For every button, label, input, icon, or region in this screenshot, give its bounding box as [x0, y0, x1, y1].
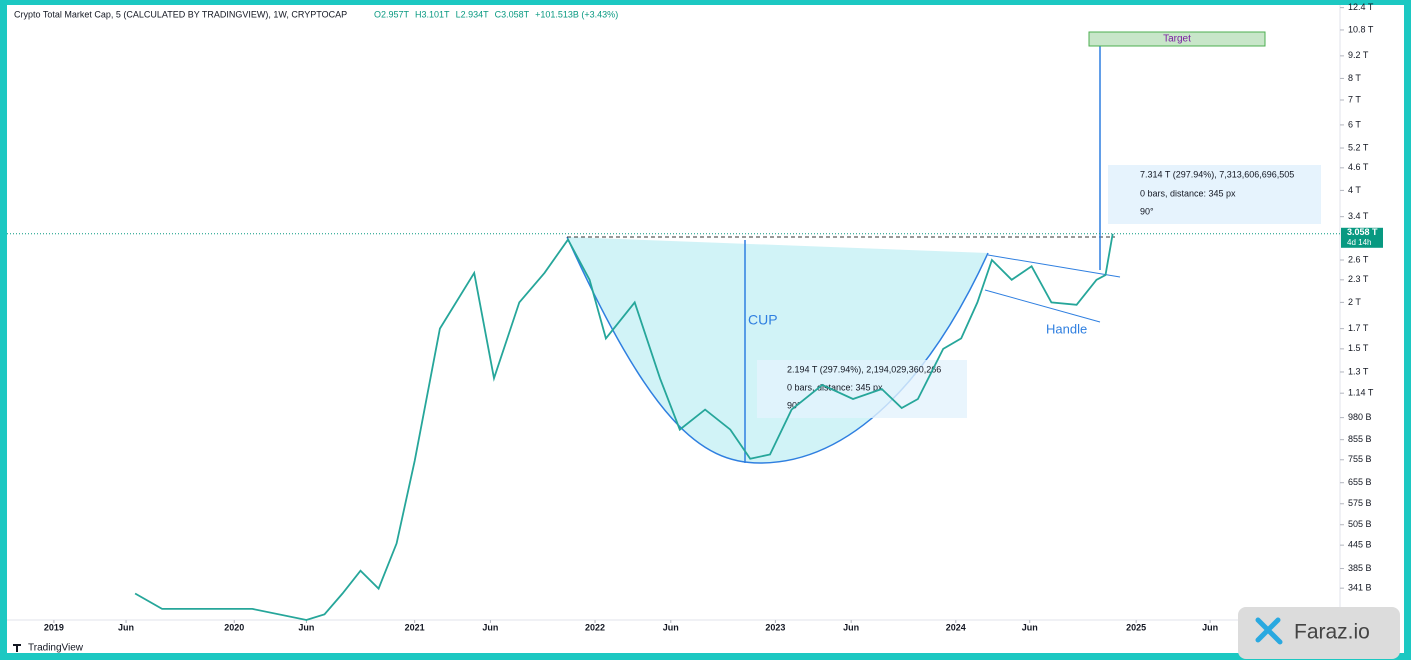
measure-text: 0 bars, distance: 345 px [787, 382, 883, 392]
chart-title: Crypto Total Market Cap, 5 (CALCULATED B… [14, 9, 347, 19]
y-tick-label: 1.14 T [1348, 388, 1374, 398]
y-tick-label: 7 T [1348, 94, 1361, 104]
y-tick-label: 12.4 T [1348, 2, 1374, 12]
y-tick-label: 2.6 T [1348, 254, 1369, 264]
brand: TradingView [28, 643, 84, 654]
x-tick-label: 2025 [1126, 622, 1146, 632]
x-tick-label: 2020 [224, 622, 244, 632]
y-tick-label: 2 T [1348, 297, 1361, 307]
ohlc-value: O2.957T [374, 9, 410, 19]
brand-logo [13, 644, 21, 652]
y-tick-label: 3.4 T [1348, 211, 1369, 221]
target-box [1088, 31, 1266, 47]
x-tick-label: 2019 [44, 622, 64, 632]
y-tick-label: 4.6 T [1348, 162, 1369, 172]
ohlc-value: C3.058T [495, 9, 530, 19]
measure-text: 90° [787, 400, 801, 410]
measure-box [1108, 165, 1321, 224]
y-tick-label: 855 B [1348, 434, 1372, 444]
price-label: 3.058 T [1347, 227, 1378, 237]
x-tick-label: Jun [482, 622, 498, 632]
measure-text: 90° [1140, 206, 1154, 216]
x-tick-label: Jun [1022, 622, 1038, 632]
y-tick-label: 505 B [1348, 519, 1372, 529]
y-tick-label: 341 B [1348, 583, 1372, 593]
ohlc-value: L2.934T [456, 9, 490, 19]
cup-label: CUP [748, 312, 778, 328]
y-tick-label: 8 T [1348, 73, 1361, 83]
y-tick-label: 1.3 T [1348, 366, 1369, 376]
x-tick-label: Jun [118, 622, 134, 632]
x-tick-label: Jun [1202, 622, 1218, 632]
measure-text: 0 bars, distance: 345 px [1140, 188, 1236, 198]
measure-text: 2.194 T (297.94%), 2,194,029,360,266 [787, 364, 941, 374]
y-tick-label: 1.7 T [1348, 323, 1369, 333]
target-label: Target [1163, 34, 1191, 45]
y-tick-label: 6 T [1348, 119, 1361, 129]
x-tick-label: Jun [843, 622, 859, 632]
handle-label: Handle [1046, 321, 1087, 336]
watermark: Faraz.io [1294, 621, 1370, 644]
handle-channel [984, 289, 1101, 323]
y-tick-label: 755 B [1348, 454, 1372, 464]
y-tick-label: 385 B [1348, 563, 1372, 573]
x-tick-label: Jun [663, 622, 679, 632]
ohlc-value: H3.101T [415, 9, 450, 19]
x-tick-label: 2024 [946, 622, 966, 632]
price-label-box [1341, 227, 1383, 248]
handle-channel [987, 254, 1121, 278]
x-tick-label: 2022 [585, 622, 605, 632]
x-tick-label: 2023 [765, 622, 785, 632]
price-line [134, 233, 1114, 621]
x-tick-label: Jun [298, 622, 314, 632]
y-tick-label: 655 B [1348, 477, 1372, 487]
ohlc-value: +101.513B (+3.43%) [535, 9, 618, 19]
y-tick-label: 10.8 T [1348, 24, 1374, 34]
y-tick-label: 2.3 T [1348, 274, 1369, 284]
ohlc-group: O2.957T H3.101T L2.934T C3.058T +101.513B (+… [374, 9, 618, 19]
y-tick-label: 4 T [1348, 185, 1361, 195]
y-tick-label: 445 B [1348, 540, 1372, 550]
countdown: 4d 14h [1347, 238, 1371, 247]
watermark-logo [1255, 617, 1283, 645]
y-tick-label: 1.5 T [1348, 343, 1369, 353]
x-tick-label: 2021 [405, 622, 425, 632]
y-tick-label: 5.2 T [1348, 142, 1369, 152]
measure-text: 7.314 T (297.94%), 7,313,606,696,505 [1140, 169, 1294, 179]
cup-curve [566, 236, 989, 464]
y-tick-label: 9.2 T [1348, 50, 1369, 60]
price-label-group: 3.058 T4d 14h [1341, 227, 1383, 248]
y-tick-label: 980 B [1348, 412, 1372, 422]
y-tick-label: 575 B [1348, 498, 1372, 508]
